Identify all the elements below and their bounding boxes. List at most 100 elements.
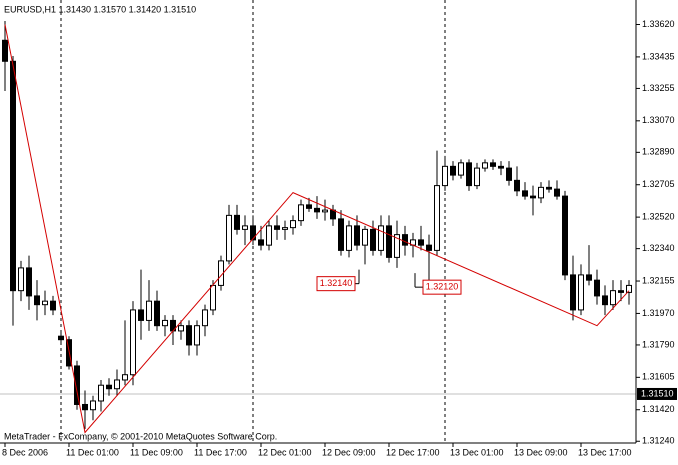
annotation-box xyxy=(316,276,356,292)
candle-body xyxy=(178,325,184,332)
candle-body xyxy=(610,290,616,306)
candle-body xyxy=(202,309,208,327)
candle-body xyxy=(562,195,568,276)
candle-body xyxy=(58,335,64,341)
candle-body xyxy=(570,274,576,311)
candle-body xyxy=(106,384,112,390)
y-tick-label: 1.32155 xyxy=(642,275,675,285)
candle-body xyxy=(602,295,608,306)
candle-body xyxy=(482,162,488,169)
candle-body xyxy=(426,244,432,251)
candle-body xyxy=(394,234,400,258)
candle-body xyxy=(274,225,280,230)
candle-body xyxy=(418,239,424,246)
candle-body xyxy=(458,162,464,176)
y-tick-label: 1.31790 xyxy=(642,339,675,349)
candle-body xyxy=(466,162,472,187)
candle-body xyxy=(386,225,392,258)
candle-body xyxy=(498,165,504,169)
candle-body xyxy=(370,228,376,251)
candle-body xyxy=(234,214,240,230)
y-tick-label: 1.31605 xyxy=(642,372,675,382)
candle-body xyxy=(322,209,328,213)
candle-body xyxy=(402,234,408,246)
candle-body xyxy=(2,39,8,62)
candle-body xyxy=(50,300,56,311)
candle-body xyxy=(490,162,496,167)
candle-body xyxy=(242,225,248,230)
x-tick-label: 13 Dec 01:00 xyxy=(450,447,504,457)
candle-body xyxy=(90,400,96,411)
bid-label: 1.31510 xyxy=(641,388,674,398)
candle-body xyxy=(82,403,88,411)
y-tick-label: 1.32520 xyxy=(642,211,675,221)
candle-body xyxy=(282,227,288,230)
candle-body xyxy=(346,225,352,251)
candle-body xyxy=(146,300,152,321)
candle-body xyxy=(306,204,312,209)
candle-body xyxy=(538,186,544,199)
candle-body xyxy=(578,274,584,311)
y-tick-label: 1.33620 xyxy=(642,19,675,29)
candle-body xyxy=(314,207,320,213)
candle-body xyxy=(290,220,296,229)
y-tick-label: 1.33435 xyxy=(642,51,675,61)
x-tick-label: 12 Dec 17:00 xyxy=(386,447,440,457)
candle-body xyxy=(474,167,480,187)
annotation-label: 1.32120 xyxy=(426,282,459,292)
y-tick-label: 1.32705 xyxy=(642,179,675,189)
candle-body xyxy=(338,218,344,251)
candle-body xyxy=(442,165,448,187)
zigzag-line xyxy=(4,24,630,434)
candle-body xyxy=(354,225,360,246)
candle-body xyxy=(434,185,440,251)
candle-body xyxy=(98,384,104,402)
y-tick-label: 1.32890 xyxy=(642,147,675,157)
candle-body xyxy=(626,284,632,293)
candle-body xyxy=(210,284,216,311)
candle-body xyxy=(546,186,552,190)
candle-body xyxy=(554,188,560,197)
candle-body xyxy=(122,374,128,381)
candle-body xyxy=(514,179,520,192)
candle-body xyxy=(618,290,624,293)
x-tick-label: 12 Dec 01:00 xyxy=(258,447,312,457)
y-tick-label: 1.32340 xyxy=(642,243,675,253)
candle-body xyxy=(530,195,536,199)
candle-body xyxy=(10,60,16,292)
candle-body xyxy=(42,300,48,306)
x-tick-label: 11 Dec 09:00 xyxy=(130,447,183,457)
candle-body xyxy=(130,309,136,376)
candle-body xyxy=(378,225,384,251)
candle-body xyxy=(330,209,336,220)
candle-body xyxy=(18,267,24,292)
candle-body xyxy=(74,365,80,405)
candle-body xyxy=(26,267,32,297)
x-tick-label: 8 Dec 2006 xyxy=(2,447,48,457)
candle-body xyxy=(162,319,168,327)
candle-body xyxy=(250,225,256,241)
y-tick-label: 1.31240 xyxy=(642,436,675,446)
candle-body xyxy=(258,239,264,246)
y-tick-label: 1.31970 xyxy=(642,308,675,318)
y-tick-label: 1.31420 xyxy=(642,404,675,414)
candle-body xyxy=(186,325,192,346)
candle-body xyxy=(450,165,456,176)
candle-body xyxy=(586,274,592,281)
x-tick-label: 13 Dec 09:00 xyxy=(514,447,568,457)
bid-tag xyxy=(637,387,677,400)
candle-body xyxy=(194,325,200,346)
candle-body xyxy=(266,225,272,246)
candle-body xyxy=(34,295,40,306)
x-tick-label: 13 Dec 17:00 xyxy=(578,447,632,457)
copyright: MetaTrader - FxCompany, © 2001-2010 Meta… xyxy=(4,431,277,441)
x-tick-label: 12 Dec 09:00 xyxy=(322,447,376,457)
candle-body xyxy=(362,228,368,246)
chart-title: EURUSD,H1 1.31430 1.31570 1.31420 1.3151… xyxy=(4,4,196,14)
candle-body xyxy=(138,309,144,321)
candle-body xyxy=(154,300,160,327)
candle-body xyxy=(506,167,512,181)
candle-body xyxy=(594,279,600,297)
candle-body xyxy=(114,379,120,390)
